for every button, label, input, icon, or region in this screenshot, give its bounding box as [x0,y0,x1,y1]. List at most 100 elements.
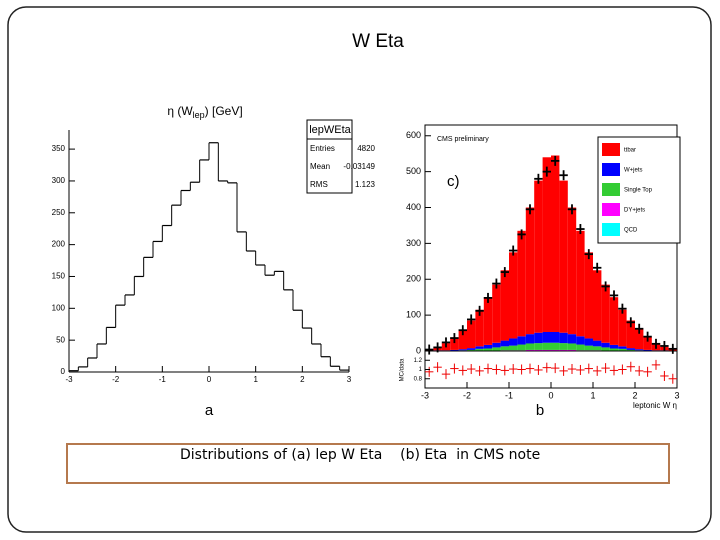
ratio-point [458,365,467,376]
data-point [450,333,459,344]
stack-segment [492,342,501,348]
legend-label: Single Top [624,188,653,194]
y-tick-label: 150 [52,272,66,281]
stats-key: Entries [310,144,335,153]
data-point [559,170,568,181]
stack-segment [517,336,526,345]
ratio-point [651,359,661,370]
y-tick-label: 300 [406,238,421,248]
stack-segment [509,338,518,346]
panel-label: c) [447,173,460,190]
data-point [467,314,476,325]
ratio-point [441,369,451,380]
ratio-point [509,364,518,375]
stack-segment [593,346,602,351]
stack-segment [567,334,577,344]
panel-label: b [536,402,544,419]
stack-segment [584,345,593,351]
stack-segment [567,207,577,335]
stack-segment [593,340,602,347]
stack-segment [576,230,585,337]
ratio-point [567,364,577,375]
stats-key: Mean [310,162,330,171]
ratio-point [668,373,677,384]
data-point [425,344,434,355]
x-tick-label: -1 [505,390,513,400]
stack-segment [584,338,593,346]
data-point [458,325,467,336]
x-tick-label: 0 [548,390,553,400]
stack-segment [534,180,543,333]
data-point [542,166,551,177]
y-tick-label: 200 [406,274,421,284]
ratio-tick-label: 0.8 [414,376,423,382]
stack-segment [475,309,484,347]
stack-segment [593,270,602,341]
stack-segment [542,157,551,332]
y-tick-label: 100 [406,310,421,320]
title-part: η (W [167,104,193,118]
data-point [609,290,619,301]
ratio-point [559,365,568,376]
stack-segment [618,309,627,347]
x-tick-label: 1 [253,375,258,384]
ratio-point [593,365,602,376]
stack-segment [567,349,577,351]
ratio-point [525,363,535,374]
data-point [660,340,669,351]
x-tick-label: 0 [207,375,212,384]
ratio-point [483,363,493,374]
ratio-point [475,365,484,376]
data-point [626,317,635,328]
x-tick-label: -3 [421,390,429,400]
stack-segment [626,320,635,349]
stack-segment [517,344,526,351]
stack-segment [467,349,476,351]
legend-swatch [602,183,620,196]
x-axis-label: leptonic W η [633,401,677,410]
data-point [584,249,593,260]
stack-segment [567,343,577,350]
x-tick-label: -2 [463,390,471,400]
y-tick-label: 400 [406,202,421,212]
caption: Distributions of (a) lep W Eta (b) Eta i… [180,447,541,463]
y-tick-label: 50 [56,335,65,344]
chart-title: η (Wlep) [GeV] [167,104,242,120]
ratio-point [500,365,509,376]
x-tick-label: 3 [347,375,352,384]
ratio-point [450,363,459,374]
stack-segment [635,329,644,350]
x-tick-label: -3 [65,375,73,384]
stack-segment [609,344,619,349]
y-tick-label: 100 [52,303,66,312]
stack-segment [525,334,535,344]
legend-swatch [602,203,620,216]
stack-segment [475,348,484,351]
stack-segment [450,337,459,350]
legend-label: QCD [624,228,638,234]
x-tick-label: 3 [674,390,679,400]
stack-segment [559,180,568,333]
ratio-point [635,365,644,376]
stack-segment [559,349,568,351]
legend-label: DY+jets [624,208,645,214]
data-point [651,338,661,349]
stack-segment [601,342,610,348]
stack-segment [609,297,619,345]
caption-box: Distributions of (a) lep W Eta (b) Eta i… [66,443,670,484]
legend-swatch [602,223,620,236]
stack-segment [609,348,619,351]
data-point [593,262,602,273]
stack-segment [534,349,543,351]
y-tick-label: 0 [61,367,66,376]
slide-border [7,6,712,533]
stack-segment [525,349,535,351]
data-point [618,303,627,314]
ratio-tick-label: 1 [419,367,423,373]
ratio-point [618,364,627,375]
y-tick-label: 350 [52,144,66,153]
stack-segment [584,252,593,339]
stack-segment [618,348,627,351]
title-part: lep [193,110,205,120]
